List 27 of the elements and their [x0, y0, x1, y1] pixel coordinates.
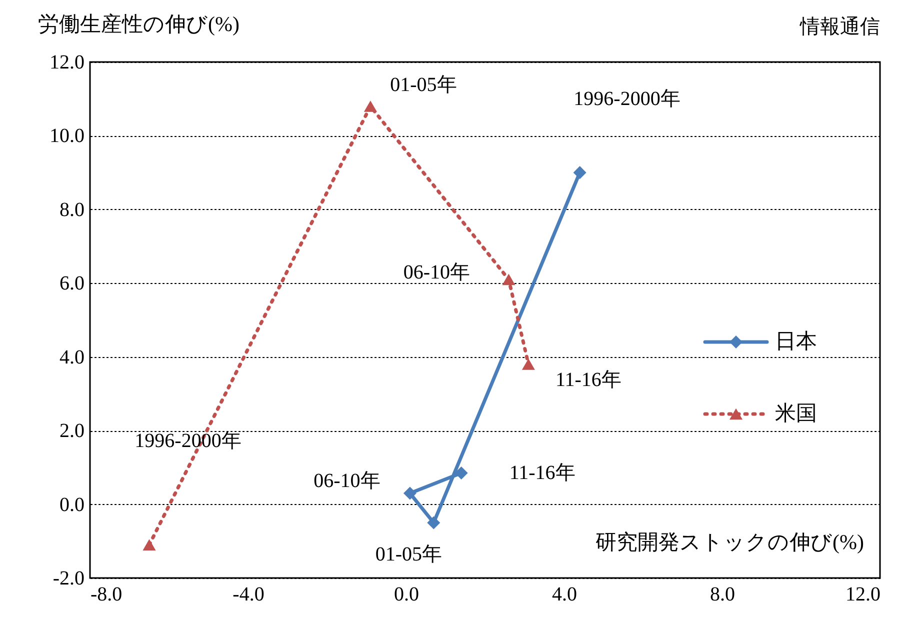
annotation: 1996-2000年: [134, 430, 242, 452]
y-tick-label: 6.0: [60, 272, 84, 295]
legend-label: 日本: [775, 329, 817, 353]
legend-label: 米国: [775, 401, 817, 425]
x-axis-title: 研究開発ストックの伸び(%): [596, 530, 864, 554]
y-tick-label: 10.0: [50, 125, 84, 148]
y-tick-label: 0.0: [60, 494, 84, 516]
x-tick-label: 12.0: [846, 584, 880, 606]
y-tick-label: 2.0: [60, 420, 84, 442]
y-tick-label: -2.0: [52, 568, 84, 590]
annotation: 01-05年: [375, 544, 442, 566]
y-tick-label: 4.0: [60, 346, 84, 368]
y-tick-label: 8.0: [60, 198, 84, 221]
x-tick-label: 0.0: [394, 584, 419, 606]
y-axis-title: 労働生産性の伸び(%): [38, 12, 240, 36]
annotation: 11-16年: [509, 462, 576, 484]
x-tick-label: -4.0: [232, 584, 264, 606]
x-tick-label: 8.0: [710, 584, 735, 606]
text: 情報通信: [799, 16, 880, 38]
x-tick-label: 4.0: [552, 584, 577, 606]
annotation: 1996-2000年: [574, 88, 680, 110]
annotation: 06-10年: [403, 261, 470, 284]
annotation: 11-16年: [555, 369, 622, 392]
annotation: 01-05年: [390, 74, 457, 96]
y-tick-label: 12.0: [50, 52, 84, 74]
x-tick-label: -8.0: [90, 584, 122, 606]
annotation: 06-10年: [314, 470, 380, 492]
